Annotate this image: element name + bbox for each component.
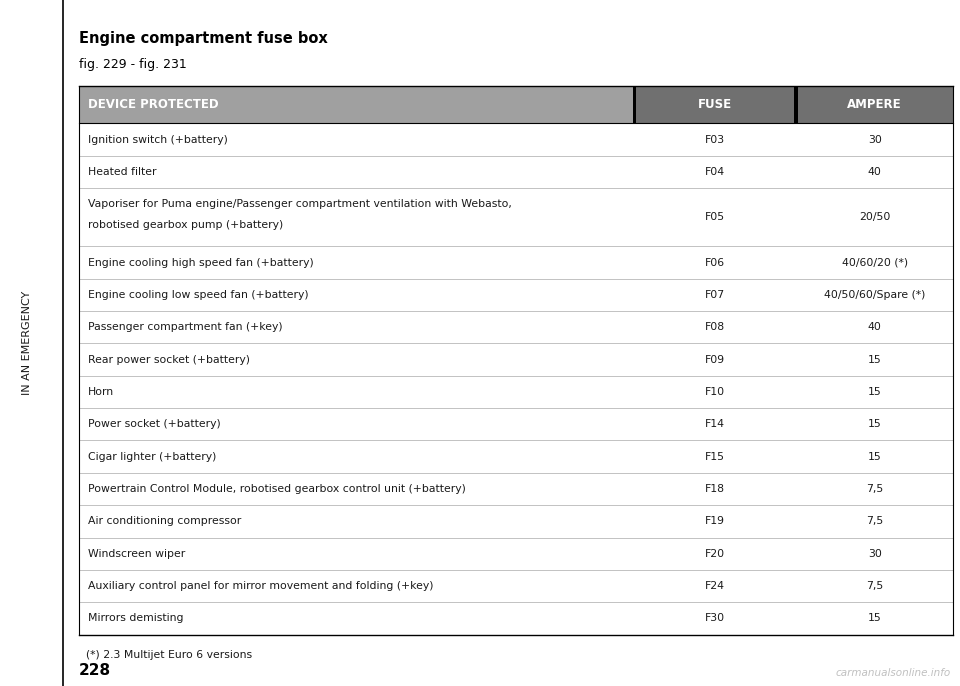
- Bar: [79, 86, 635, 123]
- Bar: [79, 376, 953, 408]
- Text: robotised gearbox pump (+battery): robotised gearbox pump (+battery): [88, 220, 283, 230]
- Text: Air conditioning compressor: Air conditioning compressor: [88, 517, 241, 526]
- Bar: [79, 473, 953, 505]
- Text: F24: F24: [706, 581, 725, 591]
- Bar: [79, 408, 953, 440]
- Text: Mirrors demisting: Mirrors demisting: [88, 613, 183, 624]
- Bar: [79, 246, 953, 279]
- Text: IN AN EMERGENCY: IN AN EMERGENCY: [22, 291, 33, 395]
- Text: Engine cooling high speed fan (+battery): Engine cooling high speed fan (+battery): [88, 257, 314, 268]
- Text: Auxiliary control panel for mirror movement and folding (+key): Auxiliary control panel for mirror movem…: [88, 581, 433, 591]
- Text: 15: 15: [868, 451, 881, 462]
- Text: Heated filter: Heated filter: [88, 167, 156, 177]
- Text: 15: 15: [868, 387, 881, 397]
- Text: 7,5: 7,5: [866, 581, 883, 591]
- Bar: [796, 86, 953, 123]
- Text: Windscreen wiper: Windscreen wiper: [88, 549, 185, 558]
- Text: F20: F20: [705, 549, 725, 558]
- Text: F30: F30: [705, 613, 725, 624]
- Text: 20/50: 20/50: [859, 212, 891, 222]
- Text: (*) 2.3 Multijet Euro 6 versions: (*) 2.3 Multijet Euro 6 versions: [86, 650, 252, 660]
- Text: 228: 228: [79, 663, 111, 678]
- Text: FUSE: FUSE: [698, 98, 732, 111]
- Bar: [79, 188, 953, 246]
- Text: 40: 40: [868, 167, 881, 177]
- Text: Passenger compartment fan (+key): Passenger compartment fan (+key): [88, 322, 282, 332]
- Text: Engine cooling low speed fan (+battery): Engine cooling low speed fan (+battery): [88, 290, 308, 300]
- Text: F18: F18: [706, 484, 725, 494]
- Text: F04: F04: [705, 167, 725, 177]
- Bar: [635, 86, 796, 123]
- Text: F15: F15: [706, 451, 725, 462]
- Text: Power socket (+battery): Power socket (+battery): [88, 419, 221, 429]
- Text: F08: F08: [705, 322, 725, 332]
- Text: Horn: Horn: [88, 387, 114, 397]
- Bar: [794, 86, 798, 123]
- Text: AMPERE: AMPERE: [848, 98, 902, 111]
- Bar: [79, 538, 953, 570]
- Text: carmanualsonline.info: carmanualsonline.info: [835, 667, 950, 678]
- Text: Cigar lighter (+battery): Cigar lighter (+battery): [88, 451, 216, 462]
- Text: 30: 30: [868, 134, 881, 145]
- Bar: [79, 123, 953, 156]
- Text: F19: F19: [706, 517, 725, 526]
- Text: F07: F07: [705, 290, 725, 300]
- Text: 15: 15: [868, 355, 881, 364]
- Bar: [79, 156, 953, 188]
- Text: Ignition switch (+battery): Ignition switch (+battery): [88, 134, 228, 145]
- Text: 40: 40: [868, 322, 881, 332]
- Text: 7,5: 7,5: [866, 484, 883, 494]
- Bar: [79, 279, 953, 311]
- Text: F09: F09: [705, 355, 725, 364]
- Text: F14: F14: [706, 419, 725, 429]
- Text: F10: F10: [705, 387, 725, 397]
- Text: F03: F03: [705, 134, 725, 145]
- Text: 40/60/20 (*): 40/60/20 (*): [842, 257, 908, 268]
- Text: 40/50/60/Spare (*): 40/50/60/Spare (*): [824, 290, 925, 300]
- Bar: [79, 602, 953, 635]
- Text: fig. 229 - fig. 231: fig. 229 - fig. 231: [79, 58, 187, 71]
- Text: 30: 30: [868, 549, 881, 558]
- Text: Rear power socket (+battery): Rear power socket (+battery): [88, 355, 250, 364]
- Bar: [79, 505, 953, 538]
- Text: 15: 15: [868, 613, 881, 624]
- Bar: [79, 344, 953, 376]
- Text: F06: F06: [705, 257, 725, 268]
- Bar: [79, 311, 953, 344]
- Text: Vaporiser for Puma engine/Passenger compartment ventilation with Webasto,: Vaporiser for Puma engine/Passenger comp…: [88, 199, 512, 209]
- Text: 15: 15: [868, 419, 881, 429]
- Text: DEVICE PROTECTED: DEVICE PROTECTED: [88, 98, 219, 111]
- Text: F05: F05: [705, 212, 725, 222]
- Text: 7,5: 7,5: [866, 517, 883, 526]
- Text: Engine compartment fuse box: Engine compartment fuse box: [79, 31, 327, 46]
- Bar: [633, 86, 636, 123]
- Text: Powertrain Control Module, robotised gearbox control unit (+battery): Powertrain Control Module, robotised gea…: [88, 484, 466, 494]
- Bar: [79, 570, 953, 602]
- Bar: [79, 440, 953, 473]
